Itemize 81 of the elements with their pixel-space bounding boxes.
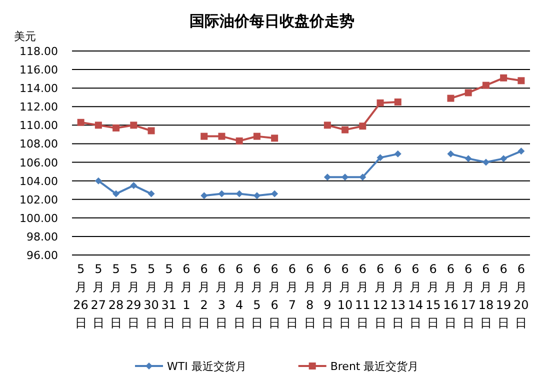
point — [200, 132, 208, 140]
point — [130, 122, 138, 129]
y-tick-label: 118.00 — [20, 45, 58, 58]
point — [324, 174, 331, 181]
legend-label: WTI 最近交货月 — [167, 360, 246, 373]
x-tick-label: 6月19日 — [496, 262, 512, 330]
point — [148, 127, 155, 134]
x-tick-label: 6月12日 — [372, 262, 388, 330]
x-tick-label: 5月29日 — [126, 262, 142, 330]
point — [253, 132, 260, 140]
point — [271, 134, 278, 142]
point — [218, 190, 226, 198]
point — [500, 155, 508, 162]
y-tick-label: 104.00 — [20, 174, 58, 188]
point — [342, 126, 349, 134]
point — [518, 148, 525, 155]
point — [376, 154, 384, 162]
point — [482, 82, 490, 89]
point — [236, 137, 243, 144]
point — [464, 155, 472, 162]
point — [518, 77, 525, 84]
y-tick-label: 96.00 — [26, 249, 58, 262]
x-tick-label: 6月1日 — [180, 262, 192, 330]
point — [112, 190, 120, 198]
point — [218, 132, 226, 140]
x-tick-label: 6月2日 — [198, 262, 210, 330]
x-tick-label: 6月9日 — [321, 262, 334, 330]
x-tick-label: 6月8日 — [304, 262, 316, 330]
x-tick-label: 6月6日 — [268, 262, 281, 330]
x-tick-label: 6月11日 — [355, 262, 370, 330]
x-tick-label: 6月13日 — [390, 262, 406, 330]
point — [447, 94, 454, 102]
x-tick-label: 6月10日 — [337, 262, 353, 330]
point — [94, 122, 102, 129]
y-tick-label: 114.00 — [20, 82, 58, 96]
point — [447, 150, 454, 158]
y-tick-label: 100.00 — [20, 212, 58, 225]
y-tick-label: 98.00 — [26, 230, 58, 244]
x-tick-label: 6月17日 — [460, 262, 476, 330]
point — [77, 118, 84, 126]
x-tick-label: 6月4日 — [233, 262, 246, 330]
x-tick-label: 6月3日 — [216, 262, 228, 330]
y-axis-title: 美元 — [14, 30, 36, 43]
x-tick-label: 5月27日 — [90, 262, 106, 330]
point — [148, 190, 155, 198]
x-tick-label: 6月5日 — [250, 262, 263, 330]
x-tick-label: 6月16日 — [443, 262, 458, 330]
point — [236, 190, 243, 198]
x-tick-label: 6月14日 — [408, 262, 424, 330]
point — [394, 150, 402, 158]
x-tick-label: 5月30日 — [144, 262, 159, 330]
point — [376, 99, 384, 106]
point — [482, 158, 490, 166]
y-tick-label: 106.00 — [20, 156, 58, 170]
y-tick-label: 102.00 — [20, 193, 58, 206]
y-tick-label: 108.00 — [20, 138, 58, 151]
y-tick-label: 110.00 — [20, 119, 58, 132]
x-tick-label: 5月31日 — [161, 262, 177, 330]
y-tick-label: 116.00 — [20, 64, 58, 77]
point — [200, 192, 208, 200]
point — [253, 192, 260, 200]
point — [130, 182, 138, 189]
chart-title: 国际油价每日收盘价走势 — [190, 12, 354, 30]
x-tick-label: 6月18日 — [478, 262, 494, 330]
point — [500, 74, 508, 82]
point — [359, 174, 366, 181]
legend-label: Brent 最近交货月 — [330, 360, 419, 373]
y-tick-label: 112.00 — [20, 100, 58, 114]
x-tick-label: 6月20日 — [514, 262, 529, 330]
x-tick-label: 5月26日 — [73, 262, 88, 330]
point — [464, 89, 472, 96]
point — [324, 122, 331, 129]
point — [112, 124, 120, 132]
point — [94, 177, 102, 184]
point — [342, 174, 349, 181]
point — [359, 122, 366, 130]
x-tick-label: 6月7日 — [286, 262, 298, 330]
x-tick-label: 5月28日 — [108, 262, 124, 330]
point — [394, 98, 402, 106]
point — [271, 190, 278, 198]
x-tick-label: 6月15日 — [425, 262, 441, 330]
